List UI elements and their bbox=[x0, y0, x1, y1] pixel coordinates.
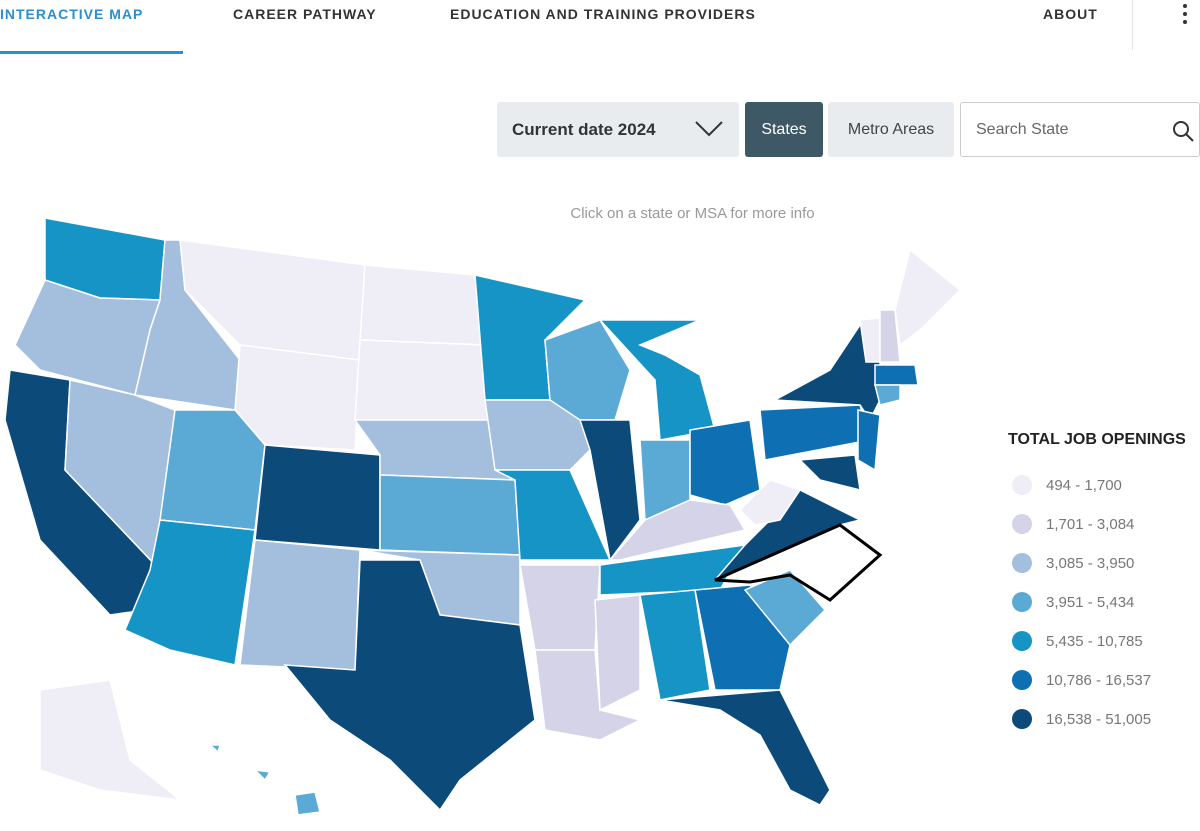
legend-item: 1,701 - 3,084 bbox=[1012, 513, 1134, 535]
state[interactable] bbox=[714, 523, 883, 602]
state[interactable] bbox=[354, 339, 491, 421]
state[interactable] bbox=[738, 479, 802, 526]
state[interactable] bbox=[608, 499, 747, 561]
legend-item: 10,786 - 16,537 bbox=[1012, 669, 1151, 691]
state[interactable] bbox=[252, 768, 272, 782]
legend-item: 3,085 - 3,950 bbox=[1012, 552, 1134, 574]
state[interactable] bbox=[578, 419, 641, 562]
state[interactable] bbox=[894, 248, 962, 347]
state[interactable] bbox=[294, 791, 321, 816]
nav-link[interactable]: INTERACTIVE MAP bbox=[0, 6, 144, 22]
chevron-icon bbox=[695, 121, 723, 137]
state[interactable] bbox=[239, 539, 361, 671]
state[interactable] bbox=[759, 404, 871, 461]
legend-label: 494 - 1,700 bbox=[1046, 476, 1122, 494]
state[interactable] bbox=[379, 474, 521, 556]
separator bbox=[1132, 0, 1133, 50]
legend-swatch bbox=[1012, 631, 1032, 651]
state[interactable] bbox=[124, 519, 256, 666]
state[interactable] bbox=[874, 384, 901, 406]
legend-swatch bbox=[1012, 475, 1032, 495]
more-menu[interactable] bbox=[1183, 4, 1189, 28]
state[interactable] bbox=[594, 594, 641, 712]
nav-link[interactable]: CAREER PATHWAY bbox=[233, 6, 377, 22]
nav-link[interactable]: ABOUT bbox=[1043, 6, 1098, 22]
state[interactable] bbox=[639, 589, 711, 701]
state[interactable] bbox=[689, 419, 761, 506]
search-placeholder: Search State bbox=[976, 120, 1069, 138]
state[interactable] bbox=[598, 319, 716, 441]
state[interactable] bbox=[359, 264, 486, 346]
legend-title: TOTAL JOB OPENINGS bbox=[1008, 431, 1186, 448]
legend-item: 16,538 - 51,005 bbox=[1012, 708, 1151, 730]
legend-swatch bbox=[1012, 553, 1032, 573]
legend-swatch bbox=[1012, 514, 1032, 534]
active-underline bbox=[0, 51, 183, 54]
state[interactable] bbox=[159, 409, 266, 531]
nav-link[interactable]: EDUCATION AND TRAINING PROVIDERS bbox=[450, 6, 756, 22]
state[interactable] bbox=[659, 689, 831, 806]
legend-label: 3,085 - 3,950 bbox=[1046, 554, 1135, 572]
legend-item: 494 - 1,700 bbox=[1012, 474, 1122, 496]
map-hint: Click on a state or MSA for more info bbox=[570, 205, 815, 222]
state[interactable] bbox=[234, 344, 361, 451]
us-map bbox=[4, 217, 962, 816]
legend-swatch bbox=[1012, 709, 1032, 729]
state[interactable] bbox=[39, 679, 183, 802]
date-select[interactable]: Current date 2024 bbox=[497, 102, 739, 157]
legend-label: 1,701 - 3,084 bbox=[1046, 515, 1135, 533]
state[interactable] bbox=[519, 564, 601, 651]
legend-item: 3,951 - 5,434 bbox=[1012, 591, 1134, 613]
state[interactable] bbox=[208, 744, 221, 754]
state[interactable] bbox=[798, 454, 861, 491]
state[interactable] bbox=[283, 559, 536, 812]
tab-button[interactable]: Metro Areas bbox=[828, 102, 954, 157]
state[interactable] bbox=[254, 444, 381, 551]
state[interactable] bbox=[857, 409, 881, 472]
tab-button[interactable]: States bbox=[745, 102, 823, 157]
legend-swatch bbox=[1012, 670, 1032, 690]
nav-bar: INTERACTIVE MAP CAREER PATHWAY EDUCATION… bbox=[0, 0, 1200, 55]
legend-label: 10,786 - 16,537 bbox=[1046, 671, 1152, 689]
state[interactable] bbox=[879, 309, 901, 363]
search-icon bbox=[1173, 121, 1194, 142]
legend-item: 5,435 - 10,785 bbox=[1012, 630, 1143, 652]
state[interactable] bbox=[874, 364, 919, 386]
date-select-label: Current date 2024 bbox=[512, 119, 656, 139]
state[interactable] bbox=[494, 469, 612, 561]
legend-label: 3,951 - 5,434 bbox=[1046, 593, 1135, 611]
legend-swatch bbox=[1012, 592, 1032, 612]
state[interactable] bbox=[534, 649, 643, 741]
legend-label: 16,538 - 51,005 bbox=[1046, 710, 1152, 728]
legend-label: 5,435 - 10,785 bbox=[1046, 632, 1143, 650]
